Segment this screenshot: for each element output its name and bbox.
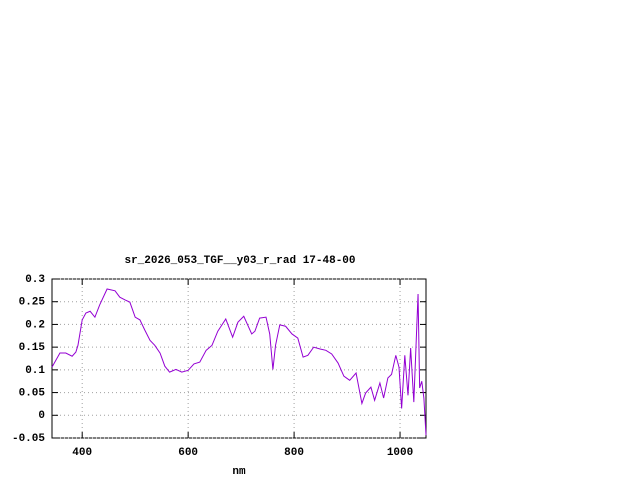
x-tick-label: 1000	[387, 447, 413, 459]
y-tick-label: 0.05	[19, 387, 46, 399]
y-tick-label: 0.15	[19, 342, 46, 354]
y-tick-label: 0.3	[25, 274, 45, 286]
y-tick-label: -0.05	[12, 433, 45, 445]
y-tick-label: 0.25	[19, 297, 46, 309]
chart-title: sr_2026_053_TGF__y03_r_rad 17-48-00	[124, 255, 355, 267]
x-tick-label: 400	[72, 447, 92, 459]
y-tick-label: 0	[38, 410, 45, 422]
y-tick-label: 0.2	[25, 319, 45, 331]
x-tick-label: 800	[284, 447, 304, 459]
x-tick-label: 600	[178, 447, 198, 459]
plot-border	[51, 278, 427, 439]
x-axis-label: nm	[232, 466, 246, 478]
y-tick-label: 0.1	[25, 365, 45, 377]
data-line	[51, 288, 427, 436]
